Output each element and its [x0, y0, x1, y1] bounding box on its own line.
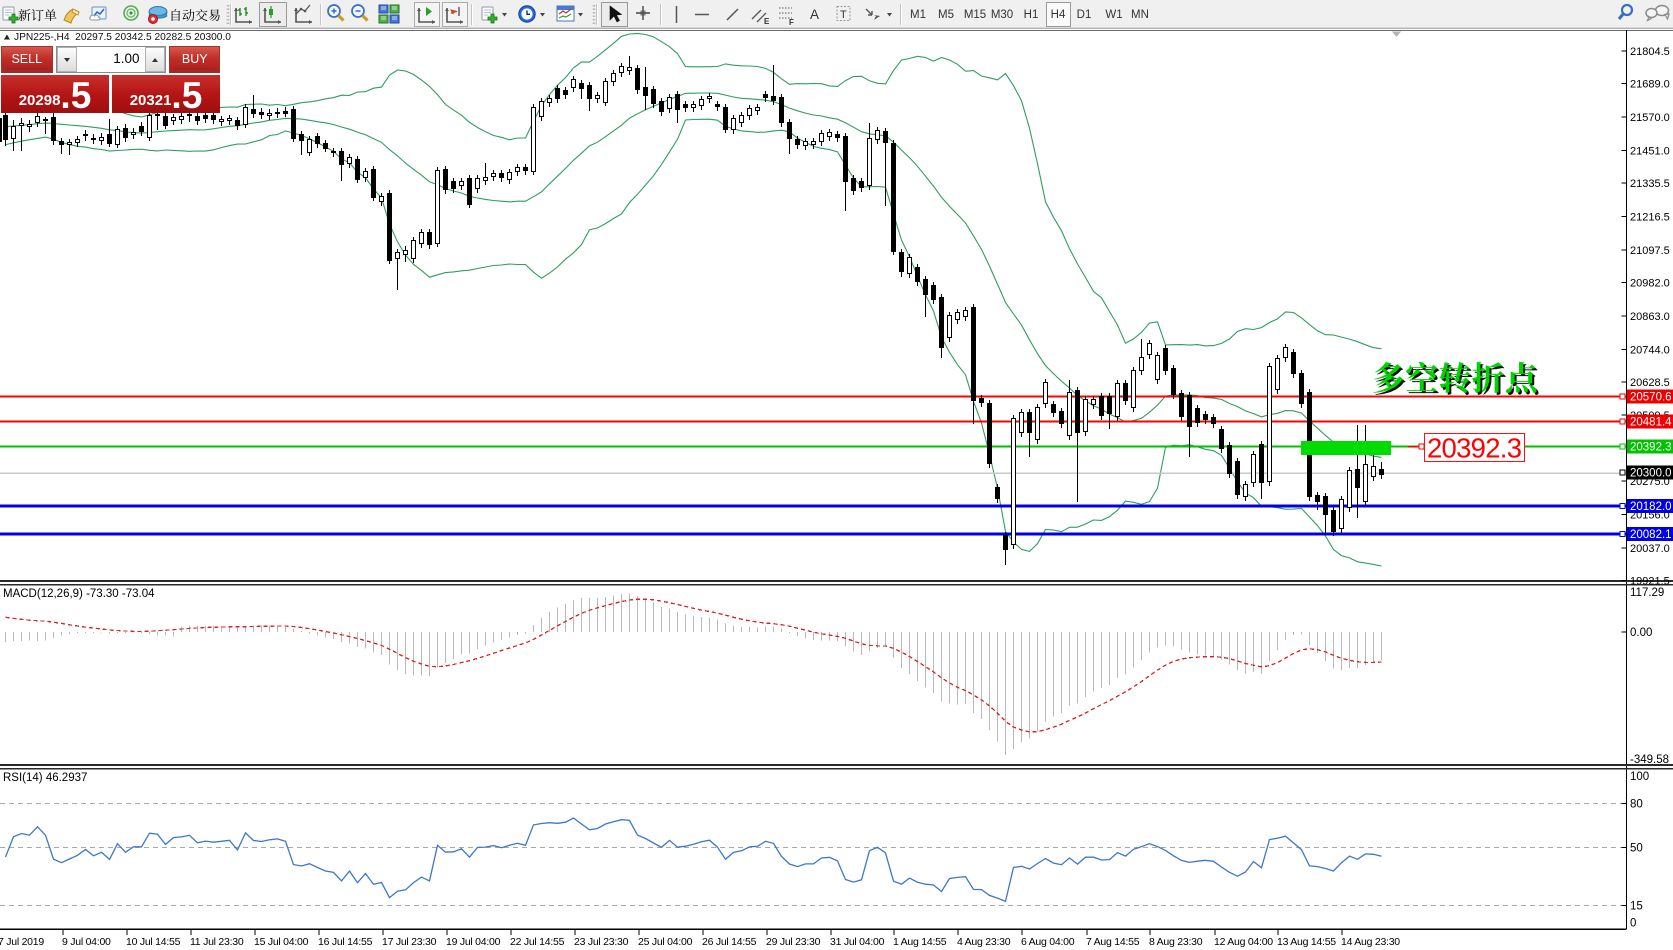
- svg-text:80: 80: [1630, 799, 1643, 811]
- svg-text:19921.5: 19921.5: [1630, 576, 1670, 588]
- svg-text:20570.6: 20570.6: [1630, 392, 1672, 404]
- svg-text:20392.3: 20392.3: [1630, 442, 1672, 454]
- svg-text:26 Jul 14:55: 26 Jul 14:55: [702, 936, 757, 948]
- svg-text:29 Jul 23:30: 29 Jul 23:30: [766, 936, 821, 948]
- svg-text:M5: M5: [938, 9, 954, 21]
- svg-text:21097.5: 21097.5: [1630, 245, 1670, 257]
- svg-text:15: 15: [1630, 901, 1643, 913]
- svg-text:20982.0: 20982.0: [1630, 277, 1670, 289]
- svg-text:-349.58: -349.58: [1630, 754, 1669, 766]
- svg-text:22 Jul 14:55: 22 Jul 14:55: [510, 936, 565, 948]
- svg-text:6 Aug 04:00: 6 Aug 04:00: [1021, 936, 1075, 948]
- svg-text:20037.0: 20037.0: [1630, 543, 1670, 555]
- svg-text:D1: D1: [1077, 9, 1092, 21]
- svg-text:21570.0: 21570.0: [1630, 112, 1670, 124]
- svg-text:20863.0: 20863.0: [1630, 311, 1670, 323]
- svg-text:H1: H1: [1024, 9, 1039, 21]
- svg-text:10 Jul 14:55: 10 Jul 14:55: [126, 936, 181, 948]
- svg-text:7 Aug 14:55: 7 Aug 14:55: [1086, 936, 1140, 948]
- svg-text:M30: M30: [991, 9, 1013, 21]
- svg-text:16 Jul 14:55: 16 Jul 14:55: [318, 936, 373, 948]
- svg-text:E: E: [764, 17, 770, 26]
- svg-text:20082.1: 20082.1: [1630, 529, 1672, 541]
- svg-text:15 Jul 04:00: 15 Jul 04:00: [254, 936, 309, 948]
- svg-text:20300.0: 20300.0: [1630, 468, 1672, 480]
- svg-text:21335.5: 21335.5: [1630, 178, 1670, 190]
- svg-text:W1: W1: [1105, 9, 1122, 21]
- svg-text:MACD(12,26,9) -73.30 -73.04: MACD(12,26,9) -73.30 -73.04: [3, 588, 155, 600]
- svg-text:14 Aug 23:30: 14 Aug 23:30: [1341, 936, 1400, 948]
- svg-text:13 Aug 14:55: 13 Aug 14:55: [1277, 936, 1336, 948]
- svg-text:7 Jul 2019: 7 Jul 2019: [0, 936, 44, 948]
- svg-text:F: F: [789, 18, 794, 27]
- svg-text:19 Jul 04:00: 19 Jul 04:00: [446, 936, 501, 948]
- svg-text:100: 100: [1630, 771, 1649, 783]
- svg-text:1 Aug 14:55: 1 Aug 14:55: [893, 936, 947, 948]
- svg-text:21689.0: 21689.0: [1630, 79, 1670, 91]
- svg-text:11 Jul 23:30: 11 Jul 23:30: [190, 936, 244, 948]
- svg-text:0.00: 0.00: [1630, 627, 1652, 639]
- svg-text:20481.4: 20481.4: [1630, 417, 1672, 429]
- svg-text:RSI(14) 46.2937: RSI(14) 46.2937: [3, 772, 87, 784]
- svg-text:M15: M15: [964, 9, 986, 21]
- svg-text:A: A: [810, 7, 819, 22]
- svg-text:H4: H4: [1051, 9, 1066, 21]
- svg-text:21451.0: 21451.0: [1630, 145, 1670, 157]
- svg-text:21804.5: 21804.5: [1630, 46, 1670, 58]
- svg-text:4 Aug 23:30: 4 Aug 23:30: [957, 936, 1011, 948]
- svg-text:8 Aug 23:30: 8 Aug 23:30: [1149, 936, 1203, 948]
- svg-text:MN: MN: [1131, 9, 1149, 21]
- svg-text:31 Jul 04:00: 31 Jul 04:00: [830, 936, 885, 948]
- svg-text:21216.5: 21216.5: [1630, 211, 1670, 223]
- svg-text:0: 0: [1630, 918, 1636, 930]
- svg-text:117.29: 117.29: [1630, 587, 1664, 599]
- svg-text:23 Jul 23:30: 23 Jul 23:30: [574, 936, 629, 948]
- svg-text:JPN225-,H4 20297.5 20342.5 20: JPN225-,H4 20297.5 20342.5 20282.5 20300…: [14, 32, 231, 43]
- svg-text:25 Jul 04:00: 25 Jul 04:00: [638, 936, 693, 948]
- svg-text:T: T: [840, 9, 847, 21]
- svg-text:20628.5: 20628.5: [1630, 377, 1670, 389]
- svg-text:20744.0: 20744.0: [1630, 344, 1670, 356]
- svg-text:50: 50: [1630, 843, 1643, 855]
- svg-text:20392.3: 20392.3: [1427, 433, 1522, 464]
- svg-text:20182.0: 20182.0: [1630, 501, 1672, 513]
- svg-text:9 Jul 04:00: 9 Jul 04:00: [62, 936, 111, 948]
- svg-text:12 Aug 04:00: 12 Aug 04:00: [1214, 936, 1273, 948]
- svg-text:17 Jul 23:30: 17 Jul 23:30: [382, 936, 437, 948]
- svg-text:M1: M1: [910, 9, 926, 21]
